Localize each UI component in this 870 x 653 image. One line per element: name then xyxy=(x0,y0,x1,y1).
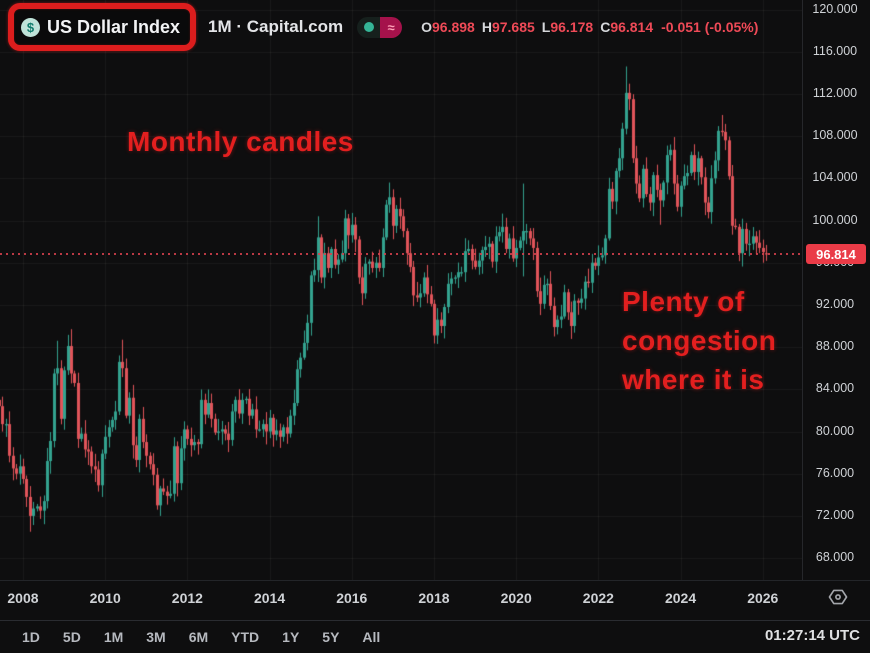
annotation-congestion-line2: congestion xyxy=(622,325,777,356)
annotation-monthly-candles: Monthly candles xyxy=(127,126,354,157)
price-tick-80.000: 80.000 xyxy=(815,423,855,438)
settings-hexagon-icon[interactable] xyxy=(827,586,849,613)
market-open-dot-icon xyxy=(357,16,381,38)
range-button-6m[interactable]: 6M xyxy=(188,629,209,645)
price-tick-116.000: 116.000 xyxy=(812,43,858,58)
range-button-5y[interactable]: 5Y xyxy=(322,629,340,645)
range-button-all[interactable]: All xyxy=(362,629,381,645)
price-tick-88.000: 88.000 xyxy=(815,339,855,354)
price-axis[interactable]: 120.000 116.000 112.000 108.000 104.000 100.0… xyxy=(803,0,870,580)
low-value: 96.178 xyxy=(550,19,594,35)
clock-utc[interactable]: 01:27:14 UTC xyxy=(764,627,860,644)
year-tick-2024: 2024 xyxy=(664,590,697,606)
price-tick-72.000: 72.000 xyxy=(815,507,855,522)
open-label: O xyxy=(421,19,433,35)
annotation-congestion-line3: where it is xyxy=(622,364,765,395)
year-tick-2010: 2010 xyxy=(89,590,121,606)
high-label: H xyxy=(481,19,492,35)
close-value: 96.814 xyxy=(610,19,654,35)
year-tick-2018: 2018 xyxy=(418,590,450,606)
last-price-line xyxy=(0,253,802,255)
price-tick-104.000: 104.000 xyxy=(812,170,858,185)
interval-source[interactable]: 1M · Capital.com xyxy=(208,17,344,36)
change-value: -0.051 (-0.05%) xyxy=(661,19,759,35)
low-label: L xyxy=(541,19,551,35)
price-tick-92.000: 92.000 xyxy=(815,296,855,311)
price-tick-100.000: 100.000 xyxy=(812,212,858,227)
last-price-badge: 96.814 xyxy=(806,244,866,264)
close-label: C xyxy=(600,19,611,35)
symbol-name[interactable]: US Dollar Index xyxy=(47,16,181,37)
year-tick-2016: 2016 xyxy=(336,590,368,606)
year-tick-2012: 2012 xyxy=(171,590,203,606)
chart-legend: $ US Dollar Index 1M · Capital.com ≈ O 9… xyxy=(0,0,758,54)
price-tick-76.000: 76.000 xyxy=(815,465,855,480)
year-tick-2014: 2014 xyxy=(253,590,286,606)
toolbar-separator xyxy=(0,620,870,621)
delayed-data-icon: ≈ xyxy=(380,16,403,38)
year-tick-2022: 2022 xyxy=(582,590,614,606)
range-button-5d[interactable]: 5D xyxy=(62,629,81,645)
time-axis[interactable]: 2008 2010 2012 2014 2016 2018 2020 2022 2024 2026 xyxy=(0,581,802,620)
annotation-congestion: Plenty of congestion where it is xyxy=(622,282,776,399)
range-button-1y[interactable]: 1Y xyxy=(282,629,300,645)
range-toolbar: 1D 5D 1M 3M 6M YTD 1Y 5Y All xyxy=(0,621,870,653)
range-button-1d[interactable]: 1D xyxy=(22,629,40,645)
price-tick-120.000: 120.000 xyxy=(812,1,858,16)
time-axis-separator xyxy=(0,580,870,581)
range-button-1m[interactable]: 1M xyxy=(103,629,124,645)
candlestick-chart[interactable] xyxy=(0,0,802,580)
high-value: 97.685 xyxy=(491,19,535,35)
price-tick-84.000: 84.000 xyxy=(815,381,855,396)
range-button-ytd[interactable]: YTD xyxy=(231,629,260,645)
open-value: 96.898 xyxy=(432,19,475,35)
market-status-pill[interactable]: ≈ xyxy=(357,16,403,38)
ohlc-values: O 96.898 H 97.685 L 96.178 C 96.814 -0.0… xyxy=(414,19,758,35)
annotation-red-box: $ US Dollar Index xyxy=(8,3,197,51)
year-tick-2020: 2020 xyxy=(500,590,532,606)
price-tick-108.000: 108.000 xyxy=(812,128,858,143)
annotation-congestion-line1: Plenty of xyxy=(622,286,745,317)
range-button-3m[interactable]: 3M xyxy=(146,629,166,645)
price-tick-112.000: 112.000 xyxy=(812,85,858,100)
price-tick-68.000: 68.000 xyxy=(815,550,855,565)
year-tick-2026: 2026 xyxy=(747,590,779,606)
dollar-symbol-icon: $ xyxy=(21,17,40,37)
year-tick-2008: 2008 xyxy=(7,590,39,606)
price-axis-separator xyxy=(802,0,803,580)
